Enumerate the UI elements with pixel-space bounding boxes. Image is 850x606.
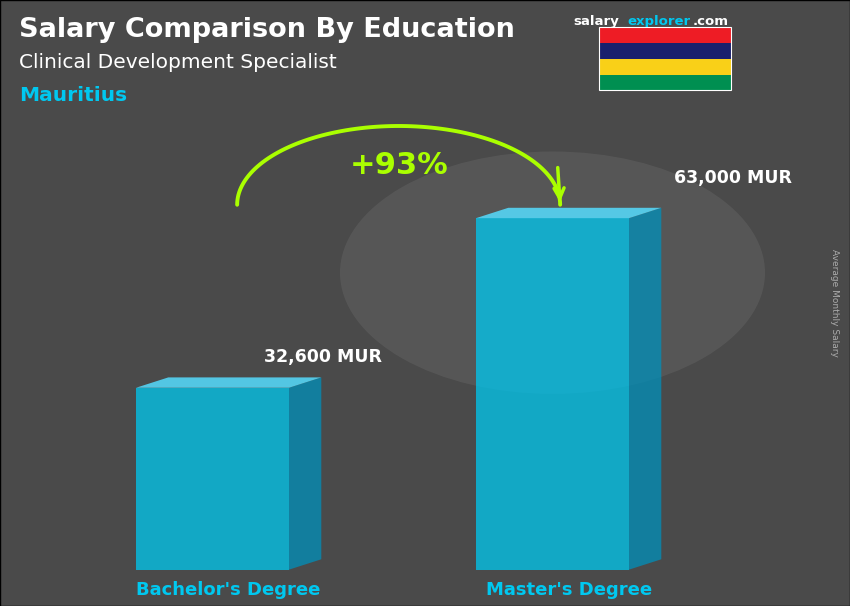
Text: Bachelor's Degree: Bachelor's Degree (137, 581, 320, 599)
Text: Master's Degree: Master's Degree (485, 581, 652, 599)
Polygon shape (599, 75, 731, 90)
Polygon shape (599, 59, 731, 75)
Polygon shape (476, 208, 661, 218)
Text: explorer: explorer (627, 15, 690, 28)
Ellipse shape (340, 152, 765, 394)
Text: Clinical Development Specialist: Clinical Development Specialist (19, 53, 337, 72)
Text: .com: .com (693, 15, 728, 28)
Polygon shape (289, 378, 321, 570)
Text: Average Monthly Salary: Average Monthly Salary (830, 249, 839, 357)
Polygon shape (599, 43, 731, 59)
Polygon shape (599, 27, 731, 43)
Polygon shape (136, 378, 321, 388)
Text: Salary Comparison By Education: Salary Comparison By Education (19, 17, 514, 43)
Text: salary: salary (574, 15, 620, 28)
Polygon shape (629, 208, 661, 570)
Text: 32,600 MUR: 32,600 MUR (264, 348, 382, 367)
Polygon shape (476, 218, 629, 570)
Text: 63,000 MUR: 63,000 MUR (674, 168, 792, 187)
Text: +93%: +93% (349, 151, 448, 180)
Text: Mauritius: Mauritius (19, 86, 127, 105)
Polygon shape (136, 388, 289, 570)
